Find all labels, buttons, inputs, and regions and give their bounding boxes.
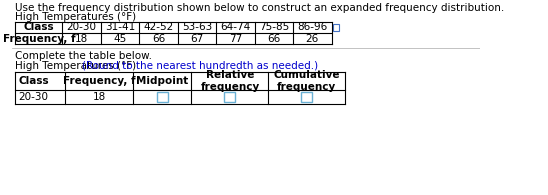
Text: Frequency, f: Frequency, f [3, 34, 75, 43]
Bar [157, 92, 168, 102]
Text: 45: 45 [113, 34, 127, 43]
Text: Class: Class [24, 22, 54, 33]
Text: 86-96: 86-96 [297, 22, 328, 33]
Text: 66: 66 [267, 34, 281, 43]
Text: 53-63: 53-63 [182, 22, 212, 33]
Text: 26: 26 [306, 34, 319, 43]
Text: Use the frequency distribution shown below to construct an expanded frequency di: Use the frequency distribution shown bel… [15, 3, 505, 13]
Text: 18: 18 [75, 34, 88, 43]
Text: Complete the table below.: Complete the table below. [15, 51, 152, 61]
Text: 18: 18 [93, 92, 106, 102]
Bar [224, 92, 236, 102]
Text: 20-30: 20-30 [66, 22, 96, 33]
Text: 66: 66 [152, 34, 165, 43]
Text: High Temperatures (°F): High Temperatures (°F) [15, 61, 136, 71]
Text: 77: 77 [229, 34, 242, 43]
Text: Midpoint: Midpoint [136, 76, 189, 86]
Text: (Round to the nearest hundredth as needed.): (Round to the nearest hundredth as neede… [82, 61, 318, 71]
Text: Frequency, f: Frequency, f [63, 76, 135, 86]
Bar [333, 24, 339, 31]
Text: 67: 67 [190, 34, 204, 43]
Text: Relative
frequency: Relative frequency [200, 70, 260, 92]
Text: High Temperatures (°F): High Temperatures (°F) [15, 12, 136, 22]
Text: Class: Class [19, 76, 49, 86]
Text: Cumulative
frequency: Cumulative frequency [273, 70, 340, 92]
Text: 20-30: 20-30 [19, 92, 49, 102]
Text: 31-41: 31-41 [105, 22, 135, 33]
Text: 75-85: 75-85 [259, 22, 289, 33]
Bar [301, 92, 312, 102]
Text: 64-74: 64-74 [220, 22, 250, 33]
Text: 42-52: 42-52 [144, 22, 174, 33]
